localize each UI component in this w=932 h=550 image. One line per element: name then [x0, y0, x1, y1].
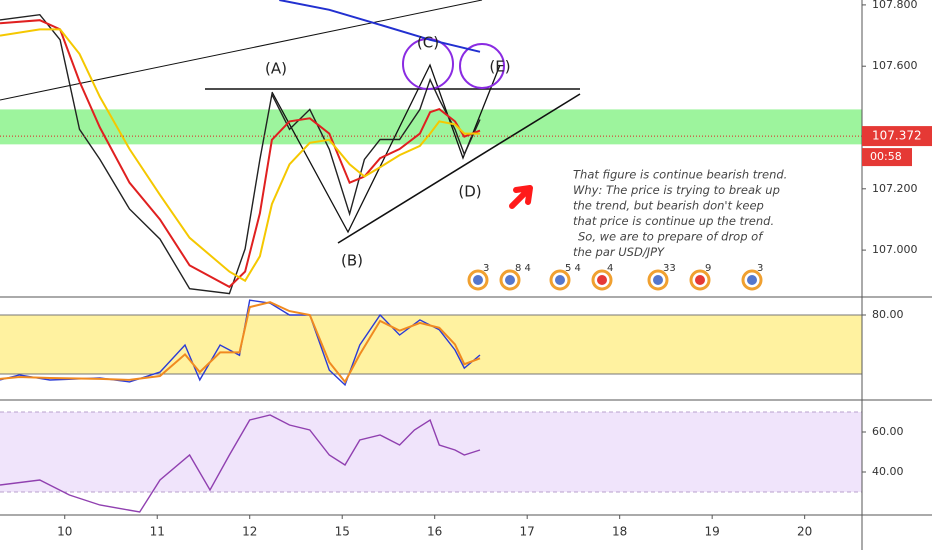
annotation: (B): [341, 252, 363, 270]
event-flag: [695, 275, 705, 285]
annotation: (A): [265, 60, 287, 78]
x-tick-label: 18: [612, 525, 627, 539]
y-tick-label: 107.000: [872, 243, 918, 256]
series-line: [0, 13, 481, 295]
event-count: 3: [757, 263, 763, 274]
highlight-circle: [459, 43, 505, 89]
series-line: [0, 19, 481, 289]
x-tick-label: 19: [705, 525, 720, 539]
price-box: [862, 126, 932, 147]
x-tick-label: 10: [57, 525, 72, 539]
series-line: [0, 414, 481, 513]
annotation: (C): [417, 34, 439, 52]
event-count: 3: [483, 263, 489, 274]
note-line: So, we are to prepare of drop of: [578, 230, 764, 244]
event-count: 8 4: [515, 263, 531, 274]
events: 3 8 4 5 4 4 33 9 3: [467, 263, 763, 291]
bands: [0, 109, 862, 493]
note: That figure is continue bearish trend.Wh…: [573, 168, 787, 260]
event-flag: [597, 275, 607, 285]
event-count: 4: [607, 263, 613, 274]
event-flag: [555, 275, 565, 285]
zone: [0, 109, 862, 145]
event-count: 33: [663, 263, 676, 274]
y-tick-label: 107.200: [872, 182, 918, 195]
annotation: (D): [458, 183, 481, 201]
event-flag: [473, 275, 483, 285]
series-line: [0, 301, 481, 384]
x-tick-label: 15: [335, 525, 350, 539]
note-line: the par USD/JPY: [573, 245, 665, 259]
x-tick-label: 16: [427, 525, 442, 539]
series-line: [279, 0, 481, 53]
event-flag: [653, 275, 663, 285]
arrow: [509, 185, 533, 209]
note-line: That figure is continue bearish trend.: [573, 168, 787, 182]
countdown-box: [862, 148, 912, 167]
y-tick-label: 107.600: [872, 59, 918, 72]
y-tick-label: 60.00: [872, 425, 904, 438]
x-tick-label: 11: [150, 525, 165, 539]
pattern-line: [271, 63, 501, 234]
x-tick-label: 12: [242, 525, 257, 539]
x-tick-label: 17: [520, 525, 535, 539]
y-tick-label: 107.800: [872, 0, 918, 11]
y-tick-label: 80.00: [872, 308, 904, 321]
x-tick-label: 20: [797, 525, 812, 539]
event-flag: [505, 275, 515, 285]
series-lines: [0, 0, 862, 513]
axes: 107.800 107.600 107.200 107.000 107.372 00:58…: [57, 0, 932, 539]
series-line: [0, 299, 481, 387]
note-line: Why: The price is trying to break up: [573, 183, 780, 197]
band: [0, 315, 862, 375]
note-line: that price is continue up the trend.: [573, 214, 774, 228]
support-line: [337, 93, 581, 244]
band: [0, 412, 862, 492]
series-line: [0, 28, 480, 283]
annotation: (E): [489, 58, 510, 76]
event-flag: [747, 275, 757, 285]
countdown: 00:58: [870, 150, 902, 163]
note-line: the trend, but bearish don't keep: [573, 199, 764, 213]
event-count: 9: [705, 263, 711, 274]
last-price: 107.372: [872, 129, 922, 143]
event-count: 5 4: [565, 263, 581, 274]
y-tick-label: 40.00: [872, 465, 904, 478]
